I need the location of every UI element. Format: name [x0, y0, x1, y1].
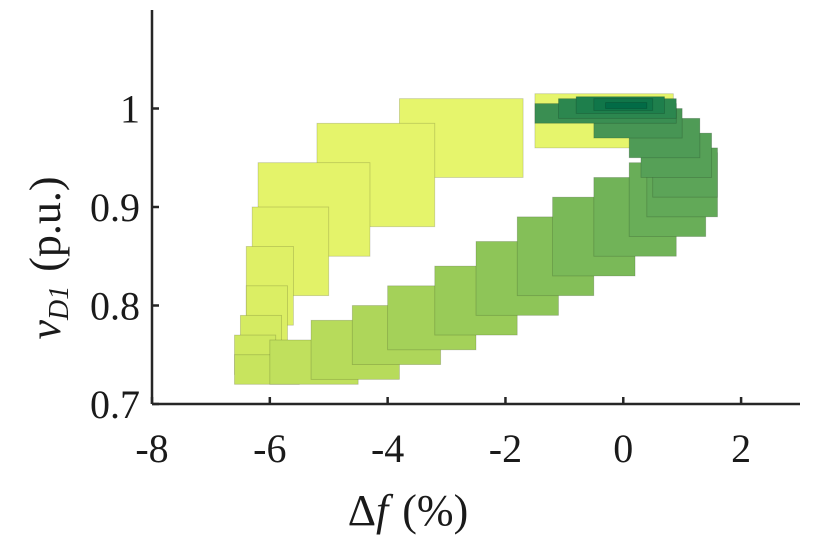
y-label-part: D1 — [44, 286, 75, 321]
y-label-part: (p.u.) — [21, 176, 70, 271]
x-tick-label: 2 — [731, 426, 751, 471]
x-tick-label: -6 — [253, 426, 286, 471]
x-tick-label: 0 — [613, 426, 633, 471]
reach-box — [605, 102, 648, 109]
y-tick-label: 0.7 — [90, 382, 140, 427]
y-axis-label: vD1 (p.u.) — [21, 176, 75, 339]
x-tick-label: -4 — [371, 426, 404, 471]
x-tick-label: -8 — [135, 426, 168, 471]
y-tick-label: 0.9 — [90, 185, 140, 230]
y-tick-label: 1 — [120, 87, 140, 132]
x-label-part: Δ — [348, 486, 376, 535]
x-label-part: (%) — [402, 486, 468, 535]
y-label-part: v — [21, 320, 70, 340]
y-tick-label: 0.8 — [90, 284, 140, 329]
x-tick-label: -2 — [489, 426, 522, 471]
x-axis-label: Δf (%) — [348, 486, 469, 535]
x-label-part: f — [376, 486, 394, 535]
